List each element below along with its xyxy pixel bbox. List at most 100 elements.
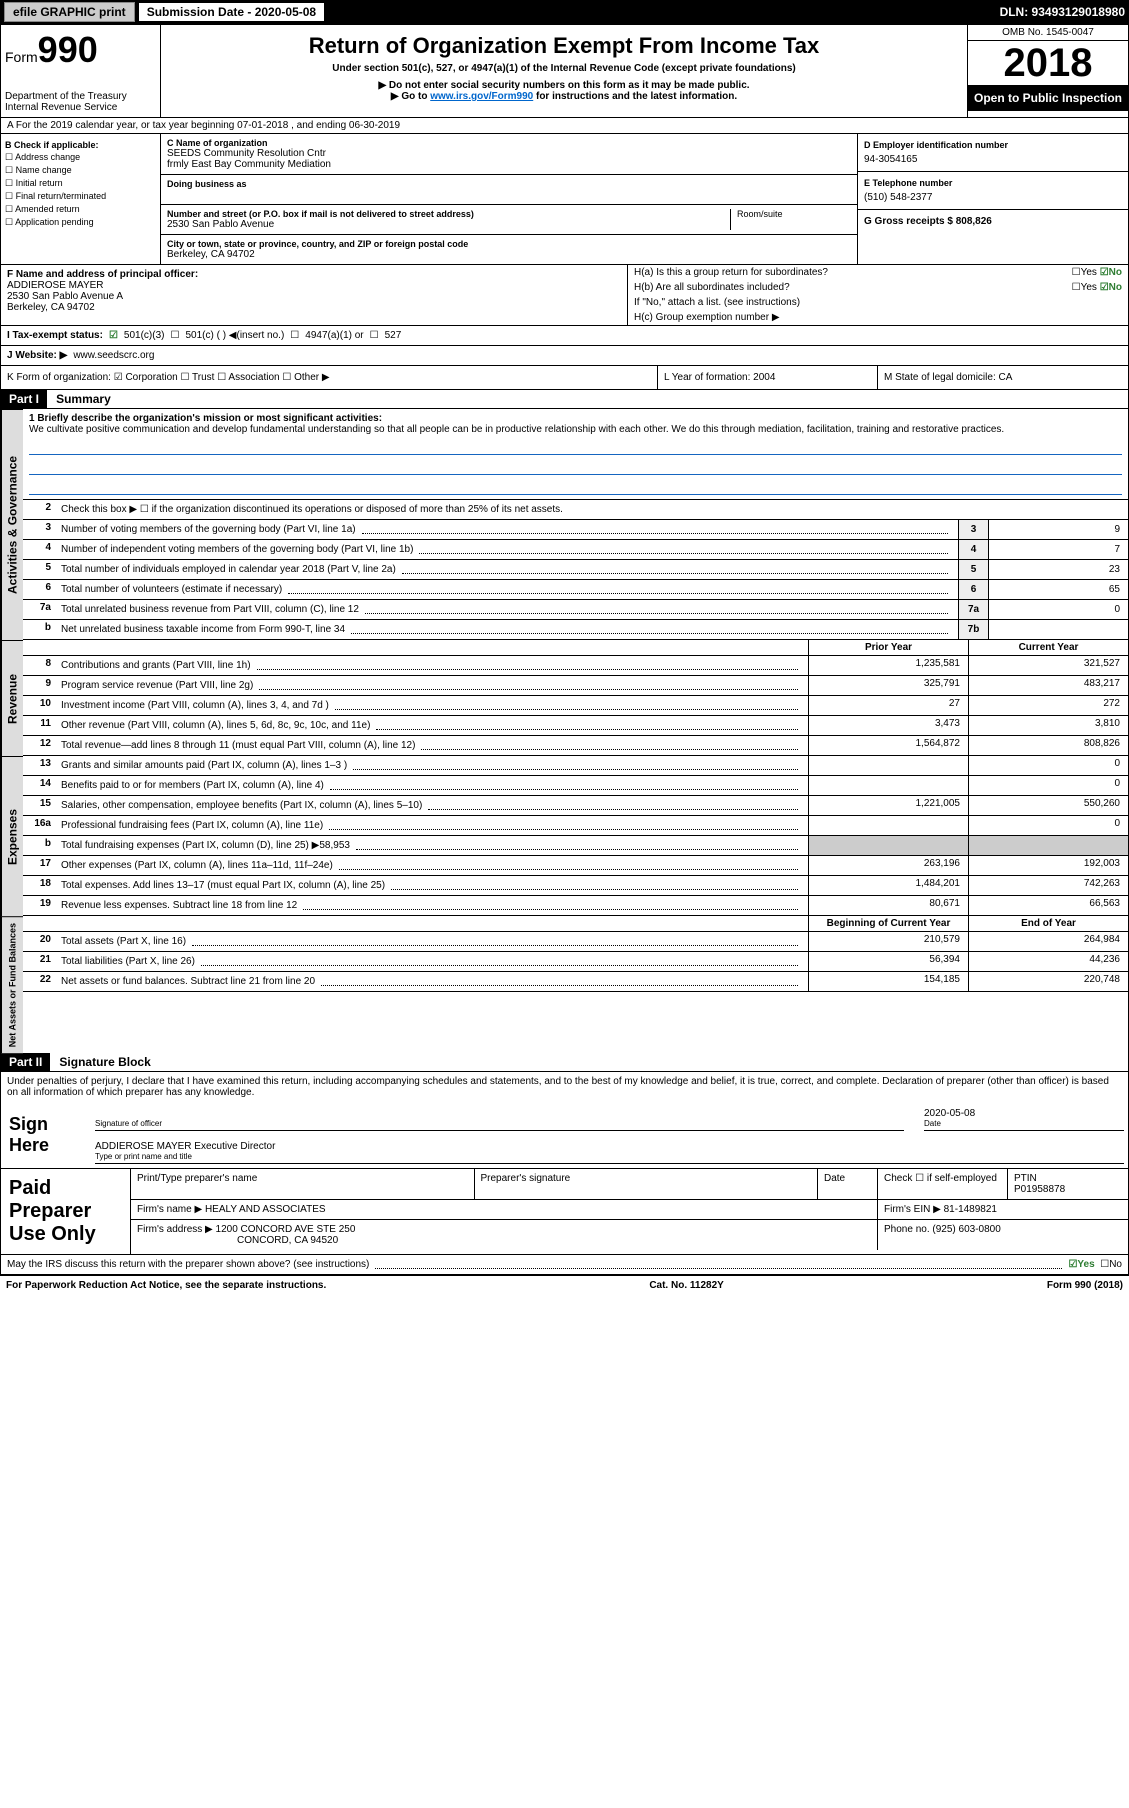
section-f-h: F Name and address of principal officer:… (1, 265, 1128, 326)
instructions-link-row: ▶ Go to www.irs.gov/Form990 for instruct… (165, 91, 963, 102)
checkbox-item[interactable]: Amended return (5, 204, 156, 215)
form-number: Form990 (5, 29, 156, 71)
firm-addr1: 1200 CONCORD AVE STE 250 (216, 1224, 356, 1235)
omb-number: OMB No. 1545-0047 (968, 25, 1128, 41)
org-name-label: C Name of organization (167, 138, 851, 148)
hb-no-checked: ☑No (1100, 282, 1122, 293)
city-label: City or town, state or province, country… (167, 239, 851, 249)
website-value: www.seedscrc.org (73, 350, 154, 361)
part-i-header: Part I Summary (1, 390, 1128, 409)
firm-ein: 81-1489821 (944, 1204, 997, 1215)
discuss-yes-checked: ☑Yes (1068, 1259, 1094, 1270)
top-bar: efile GRAPHIC print Submission Date - 20… (0, 0, 1129, 24)
sign-here-label: Sign Here (1, 1102, 91, 1168)
sign-here-section: Sign Here Signature of officer 2020-05-0… (1, 1102, 1128, 1169)
sig-name-label: Type or print name and title (95, 1152, 1124, 1161)
form-version: Form 990 (2018) (1047, 1280, 1123, 1291)
m-state-domicile: M State of legal domicile: CA (878, 366, 1128, 389)
line-2-desc: Check this box ▶ ☐ if the organization d… (57, 500, 1128, 519)
form-title: Return of Organization Exempt From Incom… (165, 33, 963, 59)
checkbox-item[interactable]: Address change (5, 152, 156, 163)
sig-date: 2020-05-08 (924, 1108, 1124, 1119)
k-form-organization: K Form of organization: ☑ Corporation ☐ … (1, 366, 658, 389)
form-990: Form990 Department of the Treasury Inter… (0, 24, 1129, 1276)
row-a-tax-year: A For the 2019 calendar year, or tax yea… (1, 118, 1128, 134)
end-year-header: End of Year (968, 916, 1128, 931)
prep-date-label: Date (818, 1169, 878, 1199)
section-b-c-d: B Check if applicable: Address changeNam… (1, 134, 1128, 265)
l-year-formation: L Year of formation: 2004 (658, 366, 878, 389)
expenses-section: Expenses 13Grants and similar amounts pa… (1, 756, 1128, 916)
summary-line: 3Number of voting members of the governi… (23, 520, 1128, 540)
col-c-org-info: C Name of organization SEEDS Community R… (161, 134, 858, 264)
efile-print-button[interactable]: efile GRAPHIC print (4, 2, 135, 22)
open-inspection: Open to Public Inspection (968, 85, 1128, 111)
side-label-revenue: Revenue (1, 640, 23, 756)
row-k-form-org: K Form of organization: ☑ Corporation ☐ … (1, 366, 1128, 390)
dept-treasury: Department of the Treasury (5, 91, 156, 102)
phone-label: E Telephone number (864, 178, 1122, 188)
part-ii-header: Part II Signature Block (1, 1053, 1128, 1072)
current-year-header: Current Year (968, 640, 1128, 655)
financial-line: 20Total assets (Part X, line 16)210,5792… (23, 932, 1128, 952)
org-name: SEEDS Community Resolution Cntr (167, 148, 851, 159)
side-label-expenses: Expenses (1, 756, 23, 916)
financial-line: 13Grants and similar amounts paid (Part … (23, 756, 1128, 776)
financial-line: 12Total revenue—add lines 8 through 11 (… (23, 736, 1128, 756)
paid-preparer-label: Paid Preparer Use Only (1, 1169, 131, 1254)
officer-addr2: Berkeley, CA 94702 (7, 302, 621, 313)
penalties-statement: Under penalties of perjury, I declare th… (1, 1072, 1128, 1102)
form-subtitle: Under section 501(c), 527, or 4947(a)(1)… (165, 63, 963, 74)
room-suite-label: Room/suite (731, 209, 851, 230)
checkbox-item[interactable]: Initial return (5, 178, 156, 189)
hb-note: If "No," attach a list. (see instruction… (634, 297, 1122, 308)
discuss-row: May the IRS discuss this return with the… (1, 1255, 1128, 1275)
financial-line: 16aProfessional fundraising fees (Part I… (23, 816, 1128, 836)
ein-value: 94-3054165 (864, 154, 1122, 165)
tax-year: 2018 (968, 41, 1128, 85)
irs-label: Internal Revenue Service (5, 102, 156, 113)
hb-label: H(b) Are all subordinates included? (634, 282, 982, 293)
side-label-net-assets: Net Assets or Fund Balances (1, 916, 23, 1053)
ha-label: H(a) Is this a group return for subordin… (634, 267, 982, 278)
activities-governance-section: Activities & Governance 1 Briefly descri… (1, 409, 1128, 640)
financial-line: 8Contributions and grants (Part VIII, li… (23, 656, 1128, 676)
financial-line: bTotal fundraising expenses (Part IX, co… (23, 836, 1128, 856)
city-state-zip: Berkeley, CA 94702 (167, 249, 851, 260)
financial-line: 18Total expenses. Add lines 13–17 (must … (23, 876, 1128, 896)
sig-name-title: ADDIEROSE MAYER Executive Director (95, 1141, 1124, 1152)
financial-line: 9Program service revenue (Part VIII, lin… (23, 676, 1128, 696)
row-i-tax-status: I Tax-exempt status: ☑501(c)(3) ☐501(c) … (1, 326, 1128, 346)
irs-link[interactable]: www.irs.gov/Form990 (430, 91, 533, 102)
officer-addr1: 2530 San Pablo Avenue A (7, 291, 621, 302)
summary-line: 5Total number of individuals employed in… (23, 560, 1128, 580)
sig-date-label: Date (924, 1119, 1124, 1128)
checkbox-item[interactable]: Name change (5, 165, 156, 176)
financial-line: 22Net assets or fund balances. Subtract … (23, 972, 1128, 992)
firm-phone: (925) 603-0800 (932, 1224, 1000, 1235)
officer-label: F Name and address of principal officer: (7, 269, 621, 280)
paperwork-notice: For Paperwork Reduction Act Notice, see … (6, 1280, 326, 1291)
checkbox-item[interactable]: Final return/terminated (5, 191, 156, 202)
col-d-ein-phone: D Employer identification number 94-3054… (858, 134, 1128, 264)
ha-no-checked: ☑No (1100, 267, 1122, 278)
firm-name: HEALY AND ASSOCIATES (205, 1204, 326, 1215)
revenue-section: Revenue Prior Year Current Year 8Contrib… (1, 640, 1128, 756)
financial-line: 10Investment income (Part VIII, column (… (23, 696, 1128, 716)
mission-text: We cultivate positive communication and … (29, 424, 1122, 435)
financial-line: 15Salaries, other compensation, employee… (23, 796, 1128, 816)
summary-line: 6Total number of volunteers (estimate if… (23, 580, 1128, 600)
prior-year-header: Prior Year (808, 640, 968, 655)
financial-line: 11Other revenue (Part VIII, column (A), … (23, 716, 1128, 736)
submission-date: Submission Date - 2020-05-08 (139, 3, 324, 21)
summary-line: 7aTotal unrelated business revenue from … (23, 600, 1128, 620)
hc-label: H(c) Group exemption number ▶ (634, 312, 1122, 323)
sig-officer-label: Signature of officer (95, 1119, 904, 1128)
ein-label: D Employer identification number (864, 140, 1122, 150)
beginning-year-header: Beginning of Current Year (808, 916, 968, 931)
financial-line: 19Revenue less expenses. Subtract line 1… (23, 896, 1128, 916)
row-j-website: J Website: ▶ www.seedscrc.org (1, 346, 1128, 366)
ssn-warning: ▶ Do not enter social security numbers o… (165, 80, 963, 91)
officer-name: ADDIEROSE MAYER (7, 280, 621, 291)
checkbox-item[interactable]: Application pending (5, 217, 156, 228)
